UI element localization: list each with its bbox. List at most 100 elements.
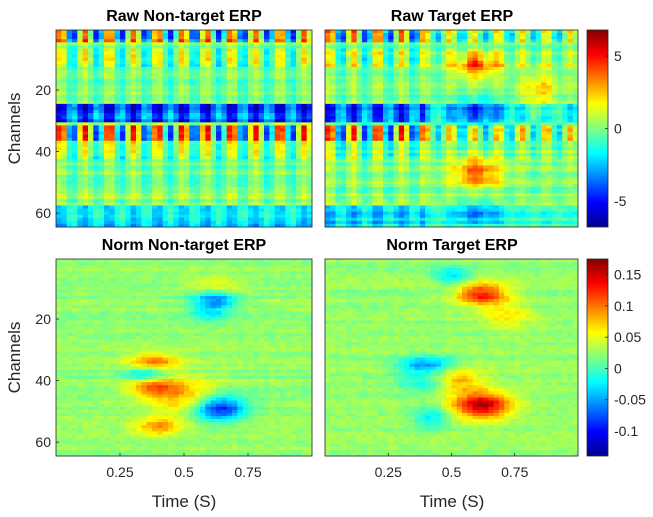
heatmap-cell bbox=[551, 100, 558, 105]
heatmap-cell bbox=[404, 57, 410, 62]
heatmap-cell bbox=[93, 79, 100, 83]
heatmap-cell bbox=[472, 97, 479, 102]
heatmap-cell bbox=[136, 91, 142, 96]
heatmap-cell bbox=[61, 143, 68, 148]
heatmap-cell bbox=[361, 97, 368, 102]
heatmap-cell bbox=[184, 100, 190, 105]
heatmap-cell bbox=[72, 110, 78, 114]
heatmap-cell bbox=[210, 159, 217, 163]
heatmap-cell bbox=[205, 171, 212, 176]
heatmap-cell bbox=[562, 131, 568, 136]
heatmap-cell bbox=[546, 36, 553, 40]
heatmap-cell bbox=[130, 128, 137, 132]
heatmap-cell bbox=[168, 128, 174, 132]
heatmap-cell bbox=[572, 51, 579, 56]
heatmap-cell bbox=[440, 73, 447, 77]
heatmap-cell bbox=[130, 70, 137, 74]
heatmap-cell bbox=[173, 165, 180, 169]
heatmap-cell bbox=[404, 122, 410, 126]
heatmap-cell bbox=[248, 196, 254, 200]
heatmap-cell bbox=[56, 125, 62, 129]
heatmap-cell bbox=[184, 190, 190, 194]
heatmap-cell bbox=[377, 48, 384, 52]
heatmap-cell bbox=[168, 208, 174, 213]
heatmap-cell bbox=[114, 91, 121, 96]
heatmap-cell bbox=[82, 177, 89, 182]
heatmap-cell bbox=[477, 63, 484, 68]
heatmap-cell bbox=[520, 85, 526, 89]
heatmap-cell bbox=[440, 110, 447, 114]
heatmap-cell bbox=[157, 57, 164, 62]
heatmap-cell bbox=[330, 66, 336, 71]
heatmap-cell bbox=[477, 134, 484, 139]
heatmap-cell bbox=[258, 134, 265, 139]
heatmap-cell bbox=[285, 156, 292, 160]
heatmap-cell bbox=[382, 134, 389, 139]
heatmap-cell bbox=[221, 106, 228, 111]
heatmap-cell bbox=[152, 177, 158, 182]
heatmap-cell bbox=[264, 165, 270, 169]
heatmap-cell bbox=[546, 91, 553, 96]
heatmap-cell bbox=[264, 97, 270, 102]
heatmap-cell bbox=[290, 128, 297, 132]
heatmap-cell bbox=[93, 165, 100, 169]
heatmap-cell bbox=[414, 66, 421, 71]
heatmap-cell bbox=[306, 165, 313, 169]
heatmap-cell bbox=[414, 106, 421, 111]
heatmap-cell bbox=[269, 33, 276, 37]
heatmap-cell bbox=[306, 156, 313, 160]
heatmap-cell bbox=[296, 220, 302, 225]
heatmap-cell bbox=[541, 146, 547, 151]
heatmap-cell bbox=[419, 125, 426, 129]
heatmap-cell bbox=[477, 45, 484, 49]
heatmap-cell bbox=[61, 153, 68, 157]
heatmap-cell bbox=[82, 91, 89, 96]
heatmap-cell bbox=[130, 217, 137, 222]
heatmap-cell bbox=[296, 106, 302, 111]
heatmap-cell bbox=[425, 48, 431, 52]
heatmap-cell bbox=[419, 30, 426, 34]
heatmap-cell bbox=[258, 153, 265, 157]
heatmap-cell bbox=[152, 150, 158, 154]
heatmap-cell bbox=[301, 54, 308, 59]
heatmap-cell bbox=[551, 131, 558, 136]
heatmap-cell bbox=[285, 159, 292, 163]
heatmap-cell bbox=[248, 45, 254, 49]
heatmap-cell bbox=[120, 168, 126, 172]
heatmap-cell bbox=[388, 45, 394, 49]
heatmap-cell bbox=[325, 82, 331, 86]
heatmap-cell bbox=[477, 116, 484, 120]
heatmap-cell bbox=[226, 113, 233, 117]
heatmap-cell bbox=[372, 73, 379, 77]
heatmap-cell bbox=[130, 45, 137, 49]
heatmap-cell bbox=[200, 143, 206, 148]
heatmap-cell bbox=[221, 217, 228, 222]
heatmap-cell bbox=[419, 143, 426, 148]
heatmap-cell bbox=[200, 134, 206, 139]
heatmap-cell bbox=[184, 45, 190, 49]
heatmap-cell bbox=[248, 183, 254, 188]
heatmap-cell bbox=[346, 150, 352, 154]
heatmap-cell bbox=[493, 30, 500, 34]
heatmap-cell bbox=[509, 63, 516, 68]
heatmap-cell bbox=[184, 202, 190, 206]
heatmap-cell bbox=[285, 103, 292, 108]
heatmap-cell bbox=[130, 183, 137, 188]
heatmap-cell bbox=[72, 33, 78, 37]
heatmap-cell bbox=[248, 103, 254, 108]
heatmap-cell bbox=[467, 76, 473, 80]
heatmap-cell bbox=[168, 33, 174, 37]
heatmap-cell bbox=[130, 208, 137, 213]
heatmap-cell bbox=[232, 33, 238, 37]
heatmap-cell bbox=[152, 208, 158, 213]
heatmap-cell bbox=[184, 116, 190, 120]
heatmap-cell bbox=[82, 199, 89, 203]
heatmap-cell bbox=[88, 91, 94, 96]
heatmap-cell bbox=[435, 140, 442, 145]
heatmap-cell bbox=[168, 174, 174, 179]
heatmap-cell bbox=[205, 128, 212, 132]
heatmap-cell bbox=[93, 159, 100, 163]
heatmap-cell bbox=[114, 85, 121, 89]
heatmap-cell bbox=[572, 57, 579, 62]
heatmap-cell bbox=[66, 217, 73, 222]
